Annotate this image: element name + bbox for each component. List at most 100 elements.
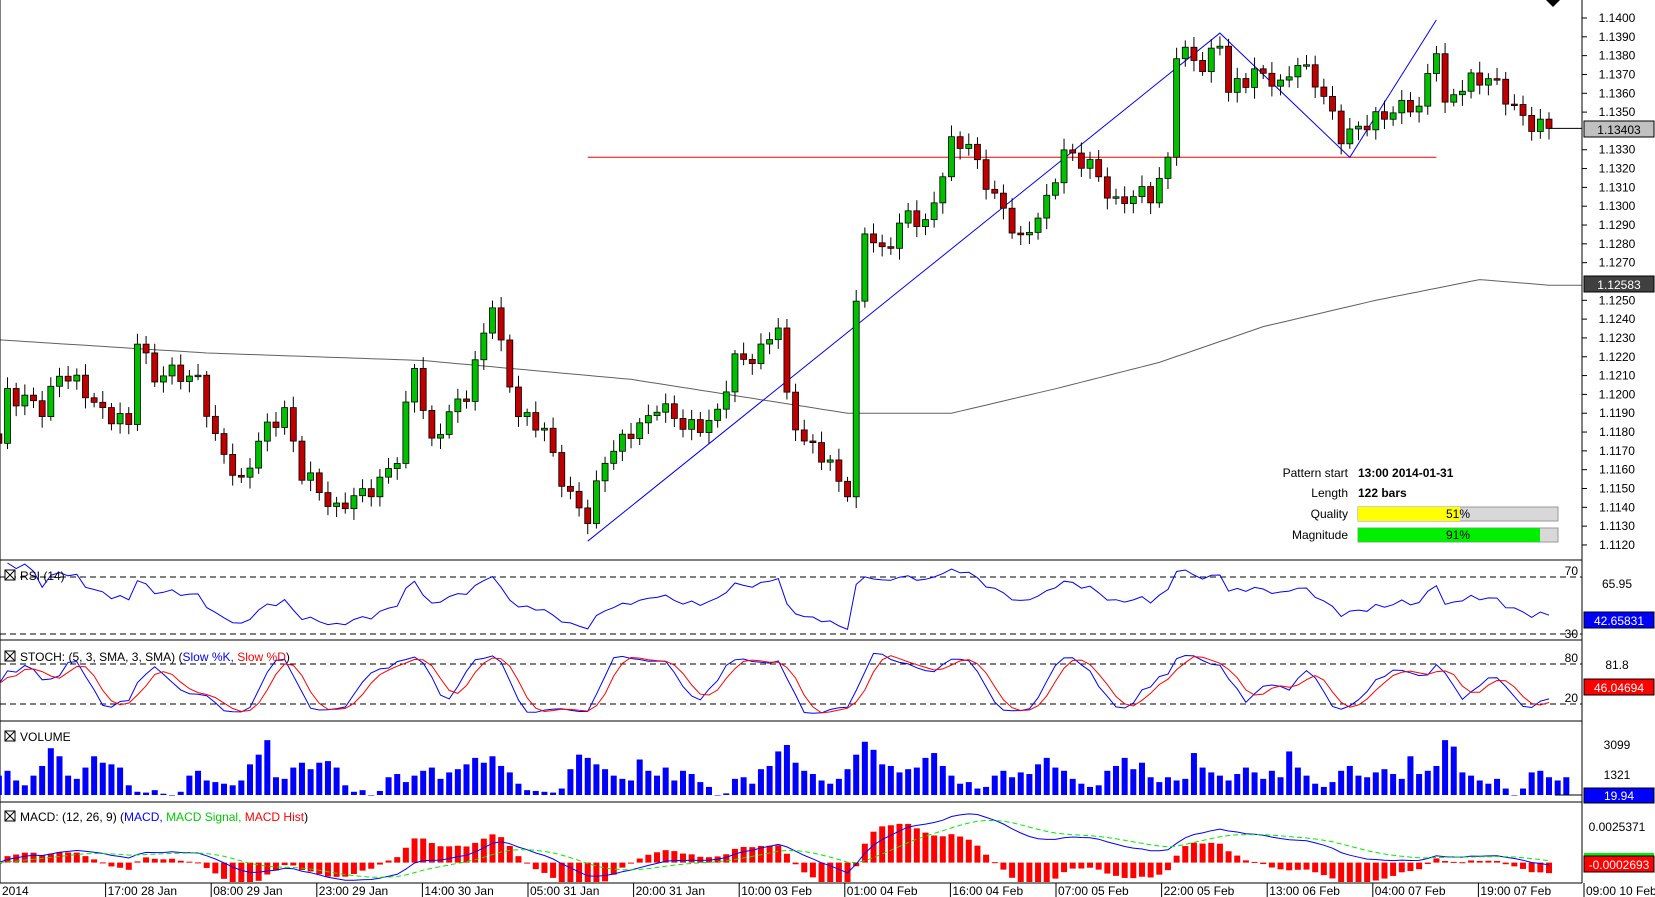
volume-bar [454, 769, 461, 795]
volume-bar [385, 777, 392, 795]
candle [1320, 78, 1328, 105]
candle [1285, 66, 1293, 88]
candle-down [324, 492, 332, 507]
candle-up [359, 488, 366, 497]
volume-bar [645, 770, 652, 795]
candle [618, 429, 626, 462]
candle-down [1363, 125, 1371, 131]
candle-up [480, 332, 488, 361]
macd-hist-bar [221, 862, 228, 879]
volume-bar [463, 764, 470, 795]
macd-hist-bar [316, 862, 323, 875]
volume-bar [0, 775, 2, 795]
macd-hist-bar [1381, 862, 1388, 879]
candle [1008, 198, 1016, 239]
candle-up [1277, 79, 1284, 87]
candle-up [445, 411, 453, 435]
macd-hist-bar [619, 862, 626, 868]
macd-header: MACD: (12, 26, 9) (MACD, MACD Signal, MA… [4, 810, 308, 824]
volume-bar [1546, 777, 1552, 795]
quality-label: Quality [1311, 507, 1348, 521]
volume-bar [870, 749, 877, 795]
candle [341, 492, 349, 514]
volume-bar [290, 767, 297, 795]
candle [56, 367, 63, 398]
candle-up [1181, 46, 1189, 60]
volume-bar [783, 744, 790, 795]
candle-down [1103, 176, 1111, 199]
candle-up [1086, 159, 1094, 169]
price-tick-label: 1.1270 [1599, 256, 1636, 270]
volume-bar [740, 777, 747, 795]
candle [1181, 40, 1189, 67]
volume-bar [91, 756, 98, 795]
stoch-axis: 80 20 81.8 46.04694 [1565, 651, 1655, 705]
volume-bar [1468, 775, 1475, 795]
candle-up [134, 343, 141, 425]
macd-line [0, 813, 1550, 881]
volume-bar [1000, 770, 1007, 795]
volume-bar [654, 775, 661, 795]
macd-hist-bar [1390, 862, 1397, 876]
volume-bar [697, 782, 704, 795]
candle [1095, 150, 1103, 182]
candle [419, 357, 427, 420]
volume-bar [1390, 774, 1397, 795]
candle [1536, 109, 1544, 139]
volume-bar [1320, 786, 1327, 795]
volume-bar [480, 762, 487, 795]
candle-up [1433, 53, 1440, 74]
stoch-level-80: 80 [1565, 651, 1579, 665]
candle [705, 409, 713, 444]
ma-value: 1.12583 [1597, 278, 1641, 292]
price-tick-label: 1.1360 [1599, 86, 1636, 100]
macd-hist-bar [1398, 862, 1405, 873]
candle [1216, 36, 1224, 56]
candle [861, 227, 869, 308]
volume-bar [108, 764, 115, 795]
candle-down [1069, 149, 1077, 154]
candle [679, 409, 687, 438]
candle-up [1398, 100, 1406, 114]
candle-up [402, 401, 410, 464]
volume-bar [1061, 770, 1068, 795]
macd-hist-bar [264, 862, 271, 875]
candle [956, 131, 964, 160]
candle [748, 353, 756, 375]
candle [1459, 80, 1466, 106]
candle [1311, 55, 1319, 98]
macd-hist-bar [1346, 862, 1353, 882]
macd-hist-bar [896, 823, 903, 863]
volume-bar [1078, 783, 1085, 795]
volume-bar [922, 757, 929, 795]
candle [670, 395, 678, 428]
last-price-value: 1.13403 [1597, 123, 1641, 137]
candle [159, 366, 167, 393]
price-panel[interactable] [0, 0, 1582, 542]
candle [1086, 151, 1094, 179]
candle [151, 343, 159, 387]
volume-bar [636, 759, 643, 795]
macd-hist-bar [489, 834, 496, 863]
macd-hist-bar [1546, 862, 1552, 874]
candle [125, 407, 133, 435]
volume-bar [47, 748, 54, 795]
candle [255, 432, 263, 474]
candle [1389, 106, 1397, 126]
volume-bar [368, 795, 375, 796]
volume-bar [212, 782, 219, 795]
candle [402, 390, 410, 469]
candle [324, 481, 332, 516]
macd-hist-bar [1476, 860, 1483, 863]
price-tick-label: 1.1220 [1599, 350, 1636, 364]
candle-up [601, 462, 609, 482]
candle-down [584, 507, 592, 524]
candle-down [220, 433, 228, 455]
candle [714, 403, 722, 428]
macd-hist-bar [1433, 858, 1440, 863]
macd-hist-bar [1035, 862, 1042, 882]
candle-down [177, 364, 185, 382]
candle [4, 377, 11, 450]
candle-up [1536, 118, 1544, 132]
candle-down [125, 413, 133, 425]
